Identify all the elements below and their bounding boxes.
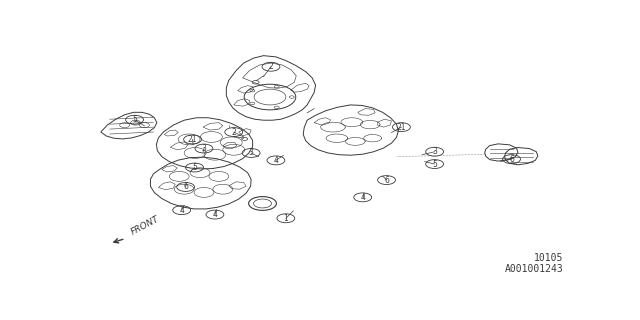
Text: 10105: 10105	[534, 252, 564, 263]
Text: 6: 6	[384, 176, 389, 185]
Text: 2: 2	[232, 128, 236, 137]
Text: 4: 4	[273, 156, 278, 165]
Text: 5: 5	[432, 160, 437, 169]
Text: 21: 21	[188, 135, 197, 144]
Text: 4: 4	[360, 193, 365, 202]
Text: 3: 3	[202, 144, 207, 153]
Text: 3: 3	[249, 148, 253, 157]
Text: 4: 4	[212, 210, 218, 219]
Text: A001001243: A001001243	[505, 264, 564, 275]
Text: 4: 4	[179, 206, 184, 215]
Text: 5: 5	[132, 115, 137, 124]
Text: 6: 6	[509, 155, 514, 164]
Text: 3: 3	[432, 147, 437, 156]
Text: FRONT: FRONT	[129, 214, 161, 236]
Text: 2: 2	[269, 62, 273, 71]
Text: 21: 21	[397, 123, 406, 132]
Text: 1: 1	[284, 214, 288, 223]
Text: 5: 5	[192, 163, 197, 172]
Text: 6: 6	[183, 182, 188, 191]
